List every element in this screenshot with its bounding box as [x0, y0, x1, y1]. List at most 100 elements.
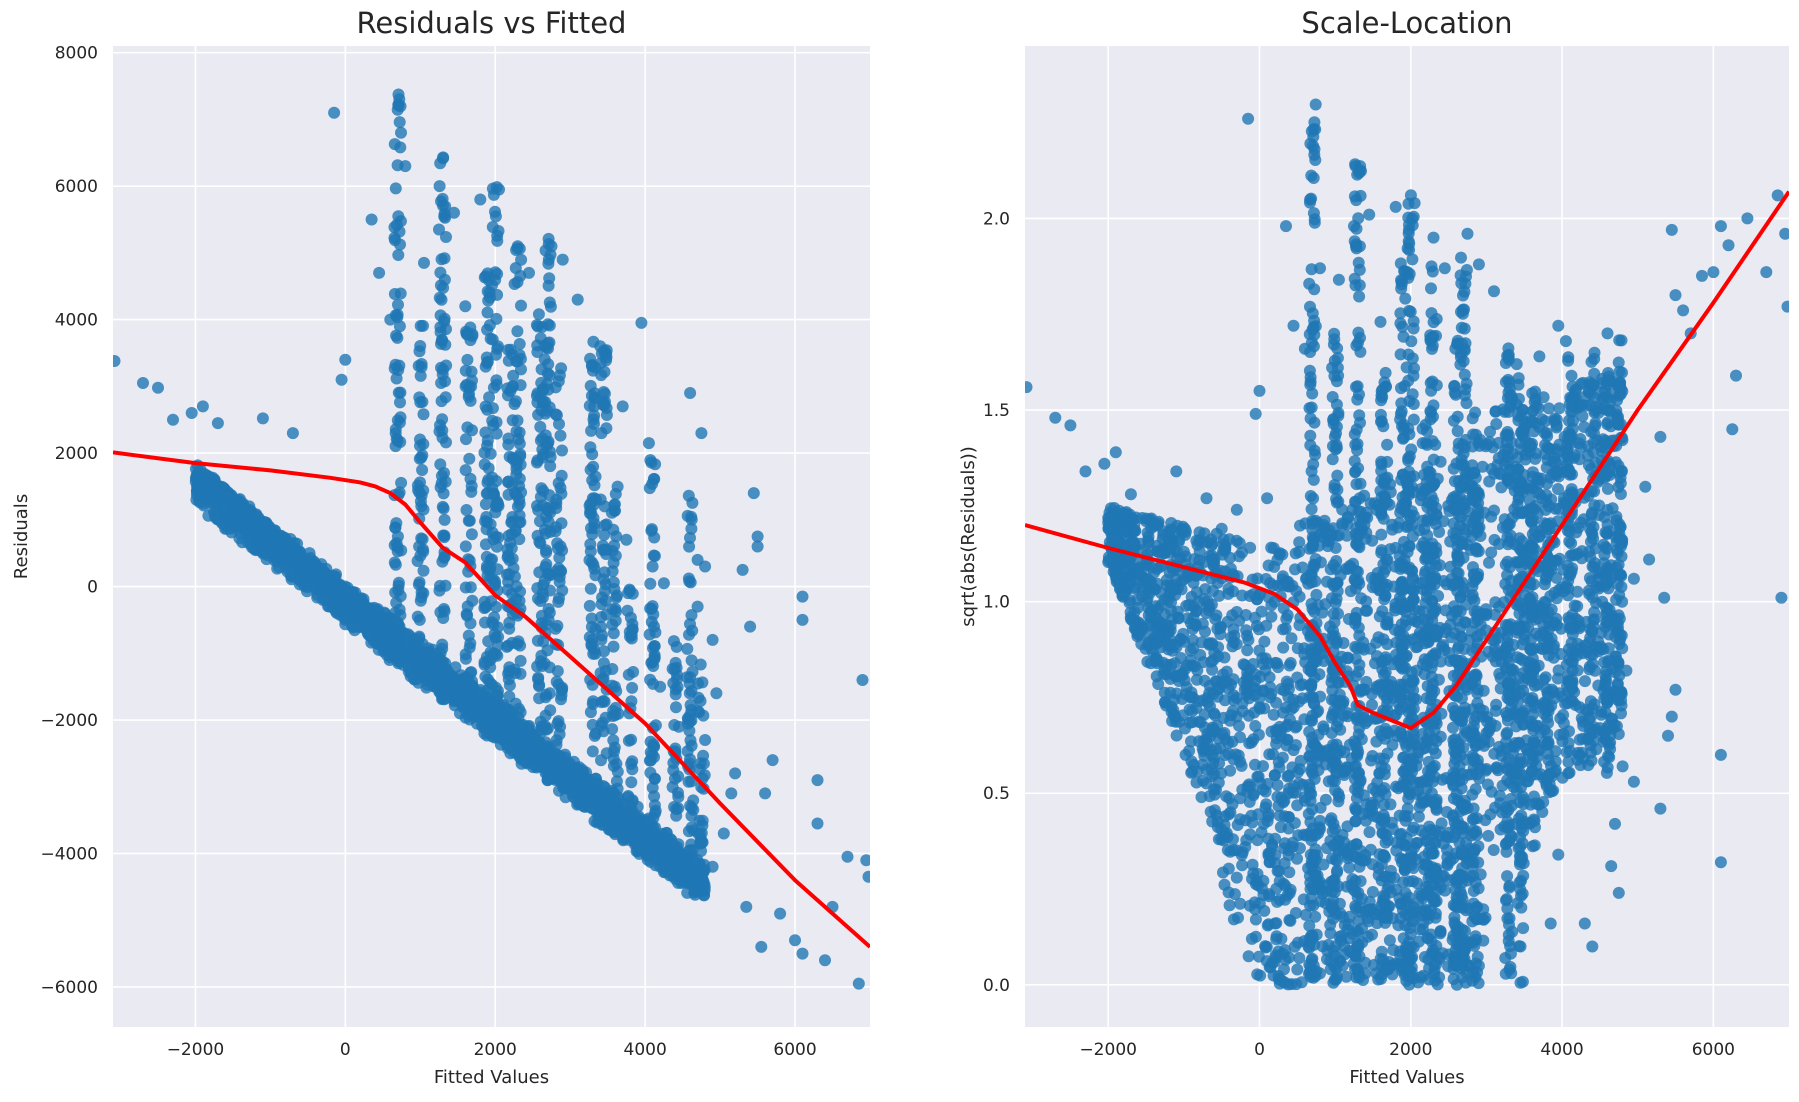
scatter-point: [1363, 826, 1376, 839]
scatter-point: [552, 595, 565, 608]
scatter-point: [509, 697, 522, 710]
scatter-point: [698, 881, 711, 894]
scatter-point: [648, 473, 661, 485]
scatter-point: [684, 753, 696, 766]
scatter-point: [461, 421, 474, 434]
scatter-point: [586, 745, 599, 758]
scatter-point: [532, 308, 545, 321]
scatter-point: [774, 907, 787, 920]
scatter-point: [683, 724, 696, 737]
scatter-point: [1233, 550, 1246, 563]
scatter-point: [596, 716, 609, 729]
scatter-point: [451, 694, 464, 706]
scatter-point: [508, 570, 521, 583]
scatter-point: [623, 585, 636, 597]
scatter-point: [550, 734, 563, 747]
scatter-point: [339, 353, 352, 366]
scatter-point: [438, 550, 451, 563]
scatter-point: [586, 794, 599, 807]
scatter-point: [514, 516, 527, 529]
scatter-point: [1366, 886, 1379, 898]
scatter-point: [609, 814, 622, 827]
scatter-point: [684, 618, 696, 630]
scatter-point: [438, 207, 451, 220]
x-tick-label: 0: [340, 1040, 351, 1060]
scatter-point: [278, 540, 291, 553]
scatter-point: [486, 402, 499, 415]
scatter-point: [695, 845, 707, 857]
scatter-point: [607, 640, 620, 653]
scatter-point: [1550, 413, 1563, 426]
scatter-point: [361, 627, 374, 640]
scatter-point: [510, 355, 523, 367]
scatter-point: [465, 528, 478, 541]
scatter-point: [611, 792, 624, 805]
scatter-point: [511, 240, 524, 253]
scatter-point: [459, 648, 472, 661]
scatter-point: [646, 560, 659, 573]
scatter-point: [478, 446, 491, 459]
scatter-point: [672, 720, 685, 733]
scatter-point: [402, 651, 415, 664]
scatter-point: [393, 320, 406, 333]
scatter-point: [583, 599, 596, 612]
scatter-point: [433, 180, 446, 193]
scatter-point: [484, 722, 497, 735]
scatter-point: [766, 754, 779, 767]
scatter-point: [459, 581, 472, 594]
scatter-point: [395, 476, 408, 489]
scatter-point: [585, 424, 598, 437]
scatter-point: [414, 369, 427, 382]
scatter-point: [439, 375, 451, 388]
scatter-point: [211, 417, 224, 430]
scatter-point: [502, 476, 515, 489]
scatter-point: [460, 433, 472, 446]
scatter-point: [642, 437, 655, 450]
scatter-point: [413, 630, 426, 643]
scatter-point: [436, 500, 449, 513]
scatter-point: [644, 754, 657, 767]
scatter-point: [626, 763, 639, 776]
scatter-point: [543, 319, 556, 332]
scatter-points: [1025, 98, 1789, 991]
y-tick-label: 6000: [55, 177, 98, 197]
scatter-point: [539, 396, 552, 408]
scatter-point: [490, 701, 503, 714]
scatter-point: [1283, 866, 1296, 879]
scatter-point: [434, 321, 447, 334]
scatter-point: [608, 583, 621, 595]
scatter-point: [660, 845, 673, 858]
scatter-point: [538, 719, 551, 732]
scatter-point: [479, 426, 492, 439]
scatter-point: [479, 601, 492, 614]
scatter-point: [543, 272, 556, 285]
scatter-point: [435, 361, 447, 374]
scatter-point: [550, 565, 563, 578]
scatter-point: [649, 458, 662, 471]
scatter-point: [490, 601, 502, 613]
scatter-point: [439, 579, 452, 592]
scatter-point: [249, 527, 262, 540]
scatter-point: [1341, 707, 1354, 720]
scatter-point: [597, 386, 610, 398]
scatter-point: [459, 464, 472, 477]
scatter-point: [706, 633, 719, 646]
x-tick-label: −2000: [167, 1040, 225, 1060]
scatter-point: [841, 850, 854, 863]
scatter-point: [666, 662, 679, 675]
scatter-point: [681, 642, 694, 655]
scatter-point: [326, 601, 339, 614]
scatter-point: [689, 881, 702, 894]
scatter-point: [646, 824, 659, 837]
scatter-point: [551, 665, 564, 678]
scatter-point: [204, 487, 217, 500]
scatter-point: [414, 594, 427, 607]
scatter-point: [672, 770, 685, 783]
scatter-point: [322, 582, 335, 595]
scatter-point: [1170, 729, 1183, 742]
scatter-point: [486, 616, 499, 629]
scatter-point: [463, 514, 476, 527]
scatter-point: [691, 600, 704, 613]
scatter-point: [556, 584, 569, 597]
scatter-point: [392, 249, 405, 261]
